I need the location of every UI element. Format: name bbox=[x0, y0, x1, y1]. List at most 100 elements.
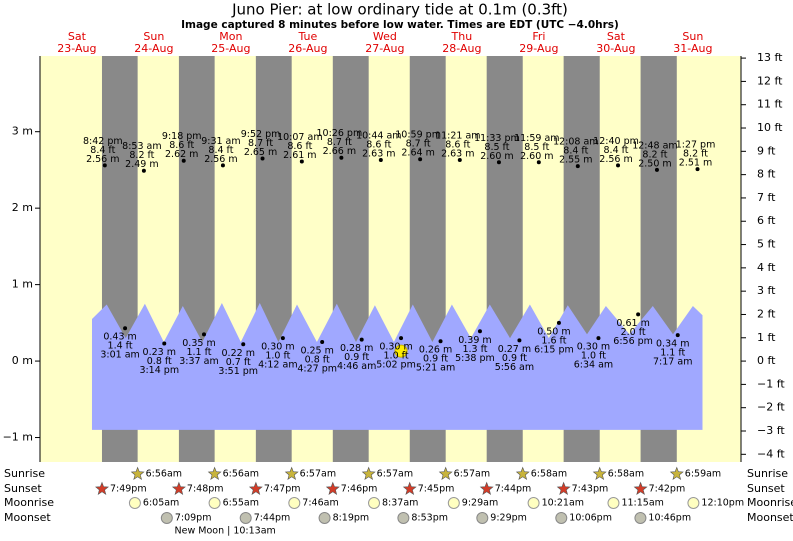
y2-tick-label: 2 ft bbox=[757, 307, 776, 320]
chart-title: Juno Pier: at low ordinary tide at 0.1m … bbox=[231, 1, 568, 19]
row-label: Moonrise bbox=[4, 496, 54, 509]
high-tide-ft: 8.5 ft bbox=[484, 142, 509, 153]
moonset-time: 7:09pm bbox=[175, 513, 212, 524]
sunrise-icon bbox=[592, 466, 607, 480]
high-tide-dot bbox=[536, 160, 541, 165]
sunrise-icon bbox=[438, 466, 453, 480]
moonrise-icon bbox=[527, 497, 540, 509]
y2-tick-label: 5 ft bbox=[757, 238, 776, 251]
low-tide-ft: 0.7 ft bbox=[226, 357, 251, 368]
sunrise-icon bbox=[284, 466, 299, 480]
low-tide-time: 4:12 am bbox=[258, 360, 297, 371]
moonset-time: 10:46pm bbox=[648, 513, 691, 524]
moonrise-icon bbox=[447, 497, 460, 509]
low-tide-m: 0.43 m bbox=[103, 332, 136, 343]
low-tide-dot bbox=[241, 342, 246, 347]
high-tide-m: 2.49 m bbox=[125, 159, 158, 170]
y-tick-label: 3 m bbox=[12, 125, 33, 138]
moonset-icon bbox=[318, 512, 331, 524]
high-tide-m: 2.56 m bbox=[86, 154, 119, 165]
high-tide-dot bbox=[496, 160, 501, 165]
y2-tick-label: −2 ft bbox=[757, 401, 785, 414]
moonrise-time: 6:05am bbox=[143, 498, 179, 509]
high-tide-m: 2.62 m bbox=[165, 149, 198, 160]
high-tide-ft: 8.4 ft bbox=[563, 146, 588, 157]
high-tide-time: 9:31 am bbox=[201, 136, 240, 147]
moonset-time: 7:44pm bbox=[254, 513, 291, 524]
high-tide-m: 2.50 m bbox=[638, 158, 671, 169]
high-tide-ft: 8.5 ft bbox=[524, 142, 549, 153]
row-label: Sunset bbox=[4, 482, 42, 495]
moonrise-time: 6:55am bbox=[223, 498, 259, 509]
tide-area bbox=[91, 303, 703, 430]
sunrise-time: 6:58am bbox=[608, 469, 644, 480]
low-tide-m: 0.34 m bbox=[656, 339, 689, 350]
low-tide-ft: 2.0 ft bbox=[621, 327, 646, 338]
row-label: Moonrise bbox=[747, 496, 793, 509]
high-tide-m: 2.60 m bbox=[520, 151, 553, 162]
day-weekday: Mon bbox=[219, 30, 242, 43]
y2-tick-label: 10 ft bbox=[757, 121, 783, 134]
high-tide-time: 1:27 pm bbox=[676, 140, 716, 151]
low-tide-ft: 1.1 ft bbox=[186, 347, 211, 358]
low-tide-ft: 1.1 ft bbox=[660, 348, 685, 359]
high-tide-time: 12:48 am bbox=[632, 140, 677, 151]
high-tide-time: 11:21 am bbox=[435, 130, 480, 141]
high-tide-m: 2.56 m bbox=[204, 154, 237, 165]
low-tide-time: 6:34 am bbox=[574, 360, 613, 371]
high-tide-m: 2.56 m bbox=[599, 154, 632, 165]
moonset-icon bbox=[555, 512, 568, 524]
sunset-time: 7:49pm bbox=[110, 484, 147, 495]
low-tide-dot bbox=[201, 332, 206, 337]
low-tide-time: 4:27 pm bbox=[297, 363, 337, 374]
high-tide-time: 9:52 pm bbox=[241, 129, 281, 140]
low-tide-m: 0.30 m bbox=[261, 342, 294, 353]
moonrise-time: 7:46am bbox=[302, 498, 338, 509]
low-tide-ft: 0.9 ft bbox=[502, 353, 527, 364]
high-tide-time: 10:07 am bbox=[277, 132, 322, 143]
moonrise-icon bbox=[208, 497, 221, 509]
day-weekday: Thu bbox=[451, 30, 473, 43]
moonset-time: 9:29pm bbox=[490, 513, 527, 524]
low-tide-time: 4:46 am bbox=[337, 361, 376, 372]
high-tide-ft: 8.6 ft bbox=[287, 141, 312, 152]
low-tide-time: 5:21 am bbox=[416, 363, 455, 374]
low-tide-time: 5:02 pm bbox=[376, 360, 416, 371]
high-tide-time: 10:26 pm bbox=[317, 128, 363, 139]
low-tide-m: 0.35 m bbox=[182, 338, 215, 349]
row-label: Sunset bbox=[747, 482, 785, 495]
high-tide-ft: 8.7 ft bbox=[248, 138, 273, 149]
high-tide-m: 2.55 m bbox=[559, 155, 592, 166]
high-tide-ft: 8.2 ft bbox=[129, 150, 154, 161]
low-tide-time: 5:38 pm bbox=[455, 353, 495, 364]
moonset-icon bbox=[239, 512, 252, 524]
y-tick-label: 1 m bbox=[12, 278, 33, 291]
low-tide-m: 0.30 m bbox=[379, 342, 412, 353]
low-tide-dot bbox=[359, 337, 364, 342]
low-tide-dot bbox=[123, 326, 128, 331]
low-tide-ft: 1.0 ft bbox=[384, 351, 409, 362]
low-tide-ft: 0.9 ft bbox=[423, 354, 448, 365]
high-tide-m: 2.63 m bbox=[441, 148, 474, 159]
day-date: 26-Aug bbox=[288, 42, 327, 55]
low-tide-m: 0.25 m bbox=[300, 345, 333, 356]
low-tide-dot bbox=[162, 341, 167, 346]
high-tide-dot bbox=[299, 159, 304, 164]
high-tide-dot bbox=[220, 163, 225, 168]
low-tide-dot bbox=[438, 339, 443, 344]
low-tide-time: 3:01 am bbox=[100, 350, 139, 361]
high-tide-ft: 8.2 ft bbox=[642, 149, 667, 160]
low-tide-dot bbox=[517, 338, 522, 343]
sunrise-time: 6:57am bbox=[454, 469, 490, 480]
moonrise-time: 9:29am bbox=[462, 498, 498, 509]
low-tide-dot bbox=[675, 333, 680, 338]
low-tide-ft: 1.6 ft bbox=[541, 335, 566, 346]
low-tide-time: 3:14 pm bbox=[139, 365, 179, 376]
day-weekday: Sat bbox=[68, 30, 87, 43]
sunrise-icon bbox=[669, 466, 684, 480]
day-date: 25-Aug bbox=[211, 42, 250, 55]
low-tide-m: 0.22 m bbox=[222, 348, 255, 359]
low-tide-ft: 1.0 ft bbox=[265, 351, 290, 362]
